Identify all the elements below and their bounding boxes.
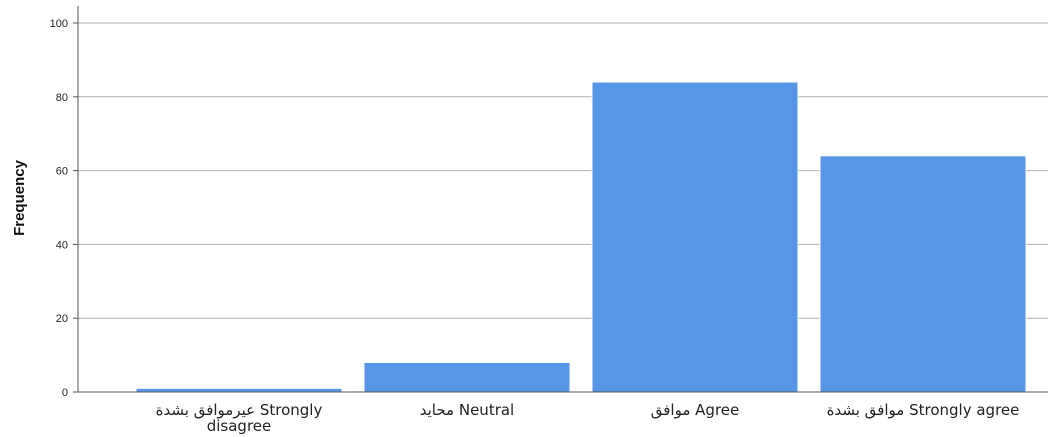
y-tick-labels: 0 20 40 60 80 100 [50,18,68,399]
x-category-label: عيرموافق بشدة Strongly disagree [156,401,323,435]
x-category-label: موافق Agree [651,401,740,419]
x-category-label-line: محايد Neutral [420,401,514,419]
x-category-label-line: disagree [207,417,272,435]
x-category-label: محايد Neutral [420,401,514,419]
bar [135,387,343,393]
y-tick-label: 40 [56,239,68,251]
x-category-label-line: موافق Agree [651,401,740,419]
x-category-label-line: موافق بشدة Strongly agree [827,401,1020,419]
x-category-label: موافق بشدة Strongly agree [827,401,1020,419]
bars [135,81,1027,393]
y-tick-label: 20 [56,313,68,325]
x-category-labels: عيرموافق بشدة Strongly disagree محايد Neut… [156,401,1020,435]
y-tick-label: 100 [50,18,68,30]
axes [77,6,1048,393]
bar [819,155,1027,393]
bar [591,81,799,393]
y-tick-label: 80 [56,92,68,104]
y-tick-label: 60 [56,166,68,178]
x-category-label-line: عيرموافق بشدة Strongly [156,401,323,419]
bar [363,361,571,393]
y-tick-label: 0 [62,387,68,399]
y-axis-title: Frequency [11,159,28,236]
